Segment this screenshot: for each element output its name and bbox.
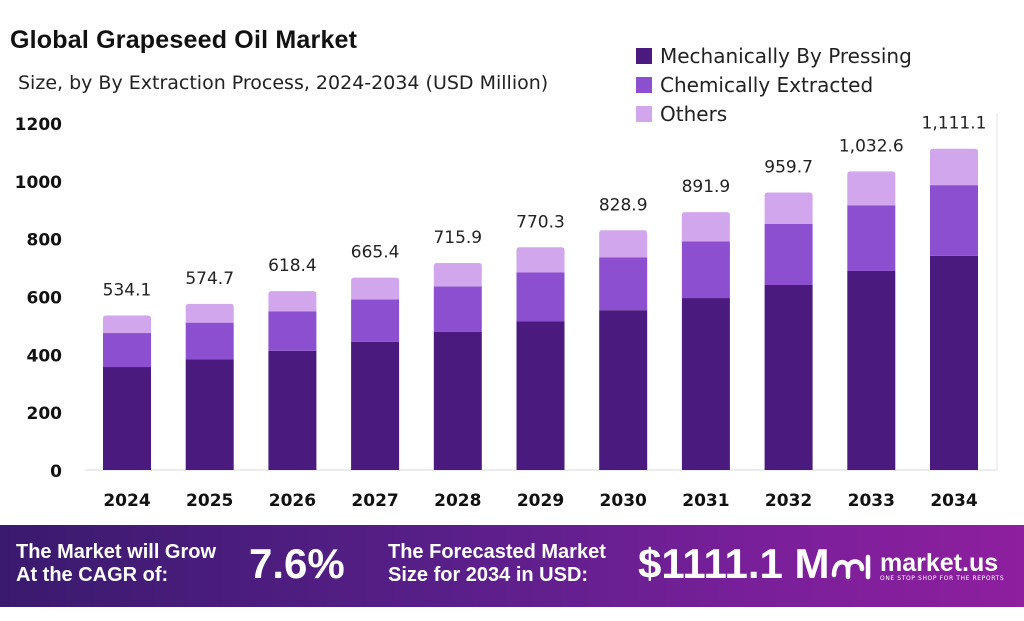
bar-segment-others (351, 277, 400, 300)
bar-segment-chemical (681, 241, 730, 299)
legend-swatch-mechanical (636, 47, 652, 64)
bar-total-label: 891.9 (682, 177, 731, 197)
bar-segment-others (185, 303, 234, 323)
bar-total-label: 618.4 (268, 256, 317, 276)
legend-item-mechanical: Mechanically By Pressing (636, 41, 912, 70)
y-tick-label: 1200 (15, 115, 62, 135)
x-tick-label: 2029 (517, 491, 564, 511)
legend-label-mechanical: Mechanically By Pressing (660, 43, 912, 68)
stacked-bar-chart: 0 200 400 600 800 1000 1200 534.1 2024 574.7 2025 6… (15, 113, 998, 511)
bar-segment-mechanical (185, 359, 234, 470)
cagr-label-line2: At the CAGR of: (16, 564, 169, 586)
bar-total-label: 770.3 (516, 212, 565, 232)
bar-segment-others (930, 148, 978, 186)
brand-name: market.us (880, 548, 999, 577)
bar-segment-others (268, 291, 317, 312)
x-tick-label: 2034 (930, 491, 977, 511)
forecast-label: The Forecasted Market Size for 2034 in U… (388, 541, 606, 587)
x-tick-label: 2033 (848, 491, 895, 511)
y-tick-label: 400 (27, 346, 63, 366)
brand-logo: market.us ONE STOP SHOP FOR THE REPORTS (830, 549, 1004, 583)
legend-label-others: Others (660, 101, 728, 126)
forecast-label-line2: Size for 2034 in USD: (388, 564, 589, 586)
bar-segment-mechanical (351, 341, 400, 470)
y-tick-label: 1000 (15, 173, 62, 193)
bar-segment-chemical (351, 299, 400, 342)
bar-segment-others (599, 230, 648, 258)
bar-segment-chemical (930, 185, 978, 256)
legend-item-chemical: Chemically Extracted (636, 70, 912, 99)
bar-segment-chemical (185, 322, 234, 360)
legend-item-others: Others (636, 99, 912, 128)
bar-segment-chemical (516, 272, 565, 322)
bar-segment-others (764, 192, 813, 224)
bar-segment-others (516, 247, 565, 273)
x-tick-label: 2027 (351, 491, 398, 511)
bar-total-label: 828.9 (599, 195, 648, 215)
bar-segment-mechanical (930, 255, 978, 470)
legend: Mechanically By Pressing Chemically Extr… (636, 41, 912, 128)
bar-segment-mechanical (847, 270, 896, 470)
legend-swatch-others (636, 105, 652, 122)
footer-banner: The Market will Grow At the CAGR of: 7.6… (0, 525, 1024, 607)
forecast-label-line1: The Forecasted Market (388, 541, 606, 563)
bar-total-label: 665.4 (351, 243, 400, 263)
y-tick-label: 0 (50, 462, 62, 482)
y-tick-label: 800 (27, 231, 63, 251)
chart-card: Global Grapeseed Oil Market Size, by By … (10, 26, 998, 511)
bar-segment-chemical (268, 311, 317, 351)
forecast-value: $1111.1 M (638, 540, 830, 587)
bar-segment-mechanical (268, 350, 317, 470)
bar-total-label: 574.7 (185, 269, 234, 289)
legend-label-chemical: Chemically Extracted (660, 72, 874, 97)
x-tick-label: 2032 (765, 491, 812, 511)
bar-segment-mechanical (433, 331, 482, 470)
brand-tagline: ONE STOP SHOP FOR THE REPORTS (880, 574, 1005, 582)
market-us-logo-icon (831, 554, 871, 580)
legend-swatch-chemical (636, 76, 652, 93)
bar-total-label: 1,111.1 (922, 114, 987, 134)
x-tick-label: 2030 (600, 491, 647, 511)
bar-segment-others (103, 315, 151, 334)
bar-segment-chemical (764, 223, 813, 285)
bar-total-label: 1,032.6 (839, 136, 904, 156)
bar-segment-mechanical (599, 310, 648, 470)
bar-segment-chemical (103, 333, 151, 368)
bar-segment-chemical (599, 257, 648, 311)
bar-total-label: 534.1 (103, 281, 152, 301)
bar-segment-chemical (847, 205, 896, 271)
bar-segment-mechanical (764, 284, 813, 470)
x-tick-label: 2031 (682, 491, 729, 511)
cagr-label-line1: The Market will Grow (16, 541, 217, 563)
bar-segment-others (681, 212, 730, 242)
x-tick-label: 2024 (103, 491, 150, 511)
cagr-value: 7.6% (249, 540, 345, 587)
bar-total-label: 959.7 (764, 157, 813, 177)
bar-segment-mechanical (681, 298, 730, 470)
bottom-strip (0, 607, 1024, 621)
bar-segment-others (847, 171, 896, 206)
bar-total-label: 715.9 (433, 228, 482, 248)
bar-segment-mechanical (103, 367, 151, 470)
chart-title: Global Grapeseed Oil Market (10, 26, 358, 54)
x-tick-label: 2026 (269, 491, 316, 511)
x-tick-label: 2028 (434, 491, 481, 511)
bar-segment-others (433, 262, 482, 287)
chart-subtitle: Size, by By Extraction Process, 2024-203… (18, 72, 549, 94)
bar-segment-mechanical (516, 321, 565, 470)
bar-segment-chemical (433, 286, 482, 332)
x-tick-label: 2025 (186, 491, 233, 511)
y-tick-label: 600 (27, 289, 63, 309)
cagr-label: The Market will Grow At the CAGR of: (16, 541, 216, 587)
y-tick-label: 200 (27, 404, 63, 424)
